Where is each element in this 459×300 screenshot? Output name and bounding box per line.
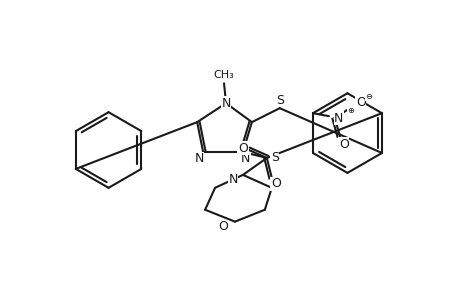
Text: ⊕: ⊕ (347, 106, 353, 115)
Text: O: O (237, 142, 247, 154)
Text: S: S (275, 94, 283, 107)
Text: S: S (270, 152, 278, 164)
Text: CH₃: CH₃ (213, 70, 234, 80)
Text: N: N (228, 173, 237, 186)
Text: N: N (221, 97, 230, 110)
Text: O: O (270, 177, 280, 190)
Text: O: O (355, 96, 365, 109)
Text: N: N (194, 152, 203, 166)
Text: ⊖: ⊖ (364, 92, 371, 101)
Text: O: O (218, 220, 228, 233)
Text: N: N (333, 112, 343, 124)
Text: O: O (338, 137, 348, 151)
Text: N: N (241, 152, 250, 166)
